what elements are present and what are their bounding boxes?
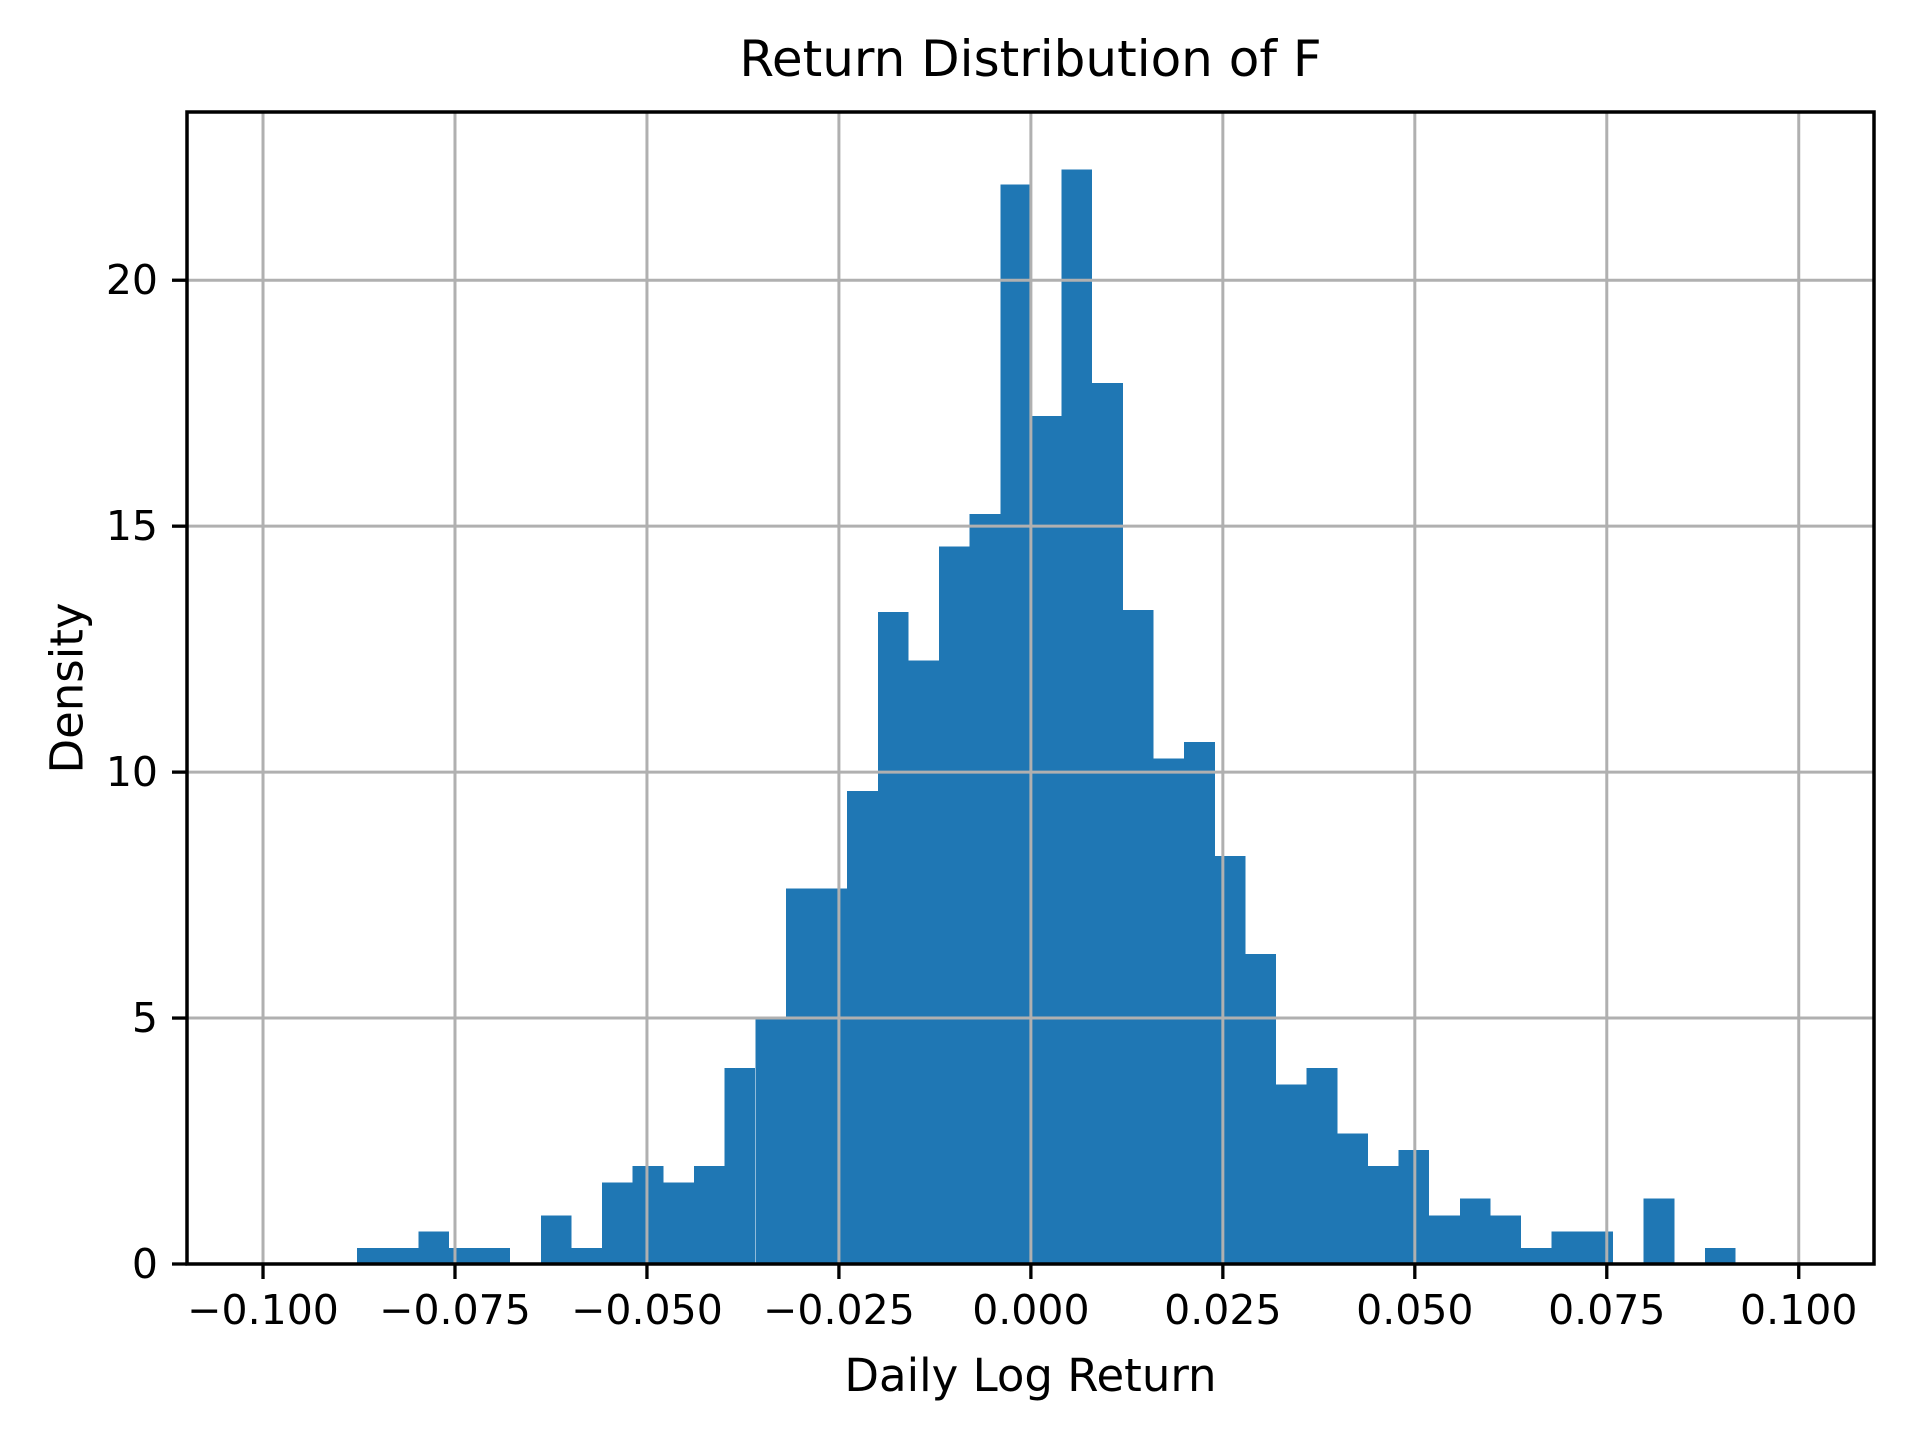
x-tick-label: 0.050 (1356, 1286, 1473, 1334)
histogram-bar (693, 1166, 725, 1264)
histogram-bar (939, 546, 970, 1264)
histogram-bar (540, 1215, 572, 1264)
x-tick-label: −0.075 (379, 1286, 531, 1334)
histogram-bar (1337, 1133, 1368, 1264)
histogram-bar (1276, 1084, 1307, 1264)
histogram-bar (908, 660, 940, 1264)
histogram-bar (1429, 1215, 1460, 1264)
histogram-bar (755, 1019, 786, 1264)
x-tick-label: −0.025 (763, 1286, 915, 1334)
x-tick-label: 0.000 (972, 1286, 1089, 1334)
histogram-bar (1153, 758, 1185, 1264)
histogram-bar (602, 1182, 633, 1264)
histogram-bar (1367, 1166, 1399, 1264)
histogram-bar (1551, 1231, 1583, 1264)
histogram-bar (1459, 1198, 1491, 1264)
histogram-bar (357, 1247, 388, 1264)
histogram-bar (1184, 742, 1215, 1264)
histogram-bar (847, 790, 878, 1264)
y-tick-label: 0 (132, 1240, 158, 1288)
histogram-bar (816, 888, 848, 1264)
histogram-bar (1521, 1247, 1552, 1264)
histogram-bar (969, 513, 1001, 1264)
histogram-bar (1061, 169, 1093, 1264)
histogram-bar (724, 1068, 756, 1264)
x-tick-label: 0.100 (1740, 1286, 1857, 1334)
histogram-bar (1490, 1215, 1522, 1264)
histogram-bar (785, 888, 817, 1264)
y-tick-label: 5 (132, 994, 158, 1042)
histogram-bar (1704, 1247, 1736, 1264)
histogram-bar (1306, 1068, 1338, 1264)
histogram-bar (1030, 415, 1062, 1264)
histogram-bar (1582, 1231, 1613, 1264)
x-tick-label: 0.025 (1164, 1286, 1281, 1334)
histogram-bar (1245, 954, 1277, 1264)
histogram-bar (877, 611, 909, 1264)
x-axis-label: Daily Log Return (844, 1349, 1217, 1402)
histogram-bar (479, 1247, 511, 1264)
histogram-bar (387, 1247, 419, 1264)
y-tick-label: 10 (106, 748, 158, 796)
histogram-bar (1214, 856, 1246, 1264)
x-tick-label: −0.100 (187, 1286, 339, 1334)
histogram-bar (1092, 383, 1123, 1264)
histogram-bar (448, 1247, 480, 1264)
x-tick-label: −0.050 (571, 1286, 723, 1334)
y-tick-label: 20 (106, 256, 158, 304)
histogram-bar (663, 1182, 694, 1264)
x-tick-label: 0.075 (1548, 1286, 1665, 1334)
histogram-bar (1000, 184, 1031, 1264)
histogram-bar (418, 1231, 449, 1264)
chart-title: Return Distribution of F (739, 30, 1322, 88)
histogram-bar (1122, 609, 1154, 1264)
histogram-bar (1643, 1198, 1675, 1264)
histogram-bar (571, 1247, 603, 1264)
y-axis-label: Density (40, 602, 94, 774)
y-tick-label: 15 (106, 502, 158, 550)
